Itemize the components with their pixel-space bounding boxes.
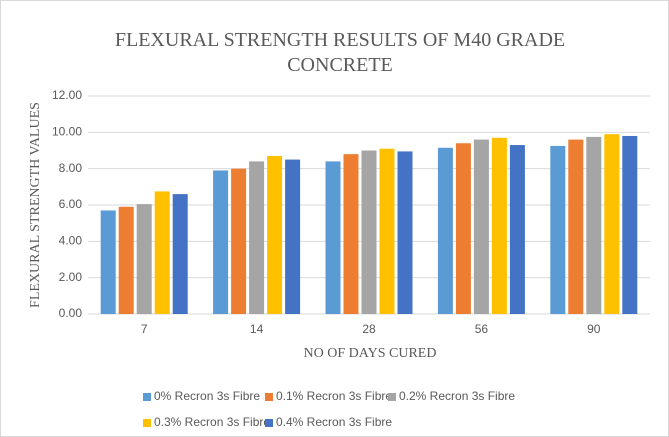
bar (231, 168, 247, 314)
legend-label: 0.3% Recron 3s Fibre (154, 415, 270, 429)
bar (118, 206, 134, 314)
bar (586, 136, 602, 314)
bar (325, 161, 341, 314)
bar (361, 150, 377, 314)
bar (249, 161, 265, 314)
bar (604, 134, 620, 314)
bar (267, 155, 283, 314)
legend-label: 0.2% Recron 3s Fibre (399, 389, 515, 403)
legend-swatch (143, 419, 151, 427)
legend-label: 0% Recron 3s Fibre (154, 389, 260, 403)
x-tick-label: 28 (362, 322, 376, 336)
bar (550, 145, 566, 314)
bar (172, 194, 188, 314)
y-tick-label: 6.00 (59, 197, 83, 211)
bar (343, 154, 359, 314)
bar (379, 148, 395, 314)
bar (455, 143, 471, 314)
bar (622, 135, 638, 314)
x-tick-label: 56 (475, 322, 489, 336)
y-tick-label: 10.00 (52, 125, 82, 139)
bar (437, 147, 453, 314)
bar (213, 170, 229, 314)
x-tick-label: 90 (587, 322, 601, 336)
bar (397, 151, 413, 314)
y-tick-label: 2.00 (59, 270, 83, 284)
legend-label: 0.4% Recron 3s Fibre (276, 415, 392, 429)
bar (491, 137, 507, 314)
y-tick-label: 4.00 (59, 234, 83, 248)
bar (568, 139, 584, 314)
bar (473, 139, 489, 314)
y-tick-label: 0.00 (59, 306, 83, 320)
bar (154, 191, 170, 314)
y-tick-label: 8.00 (59, 161, 83, 175)
bar (509, 145, 525, 314)
legend-swatch (265, 393, 273, 401)
bar (100, 210, 116, 314)
legend-swatch (265, 419, 273, 427)
y-tick-label: 12.00 (52, 88, 82, 102)
bar (285, 159, 301, 314)
x-tick-label: 14 (250, 322, 264, 336)
legend-label: 0.1% Recron 3s Fibre (276, 389, 392, 403)
x-tick-label: 7 (141, 322, 148, 336)
legend-swatch (388, 393, 396, 401)
legend-swatch (143, 393, 151, 401)
chart-title: FLEXURAL STRENGTH RESULTS OF M40 GRADE C… (114, 29, 566, 76)
y-axis-label: FLEXURAL STRENGTH VALUES (28, 102, 43, 308)
x-axis-label: NO OF DAYS CURED (304, 346, 437, 361)
bar (136, 204, 152, 314)
